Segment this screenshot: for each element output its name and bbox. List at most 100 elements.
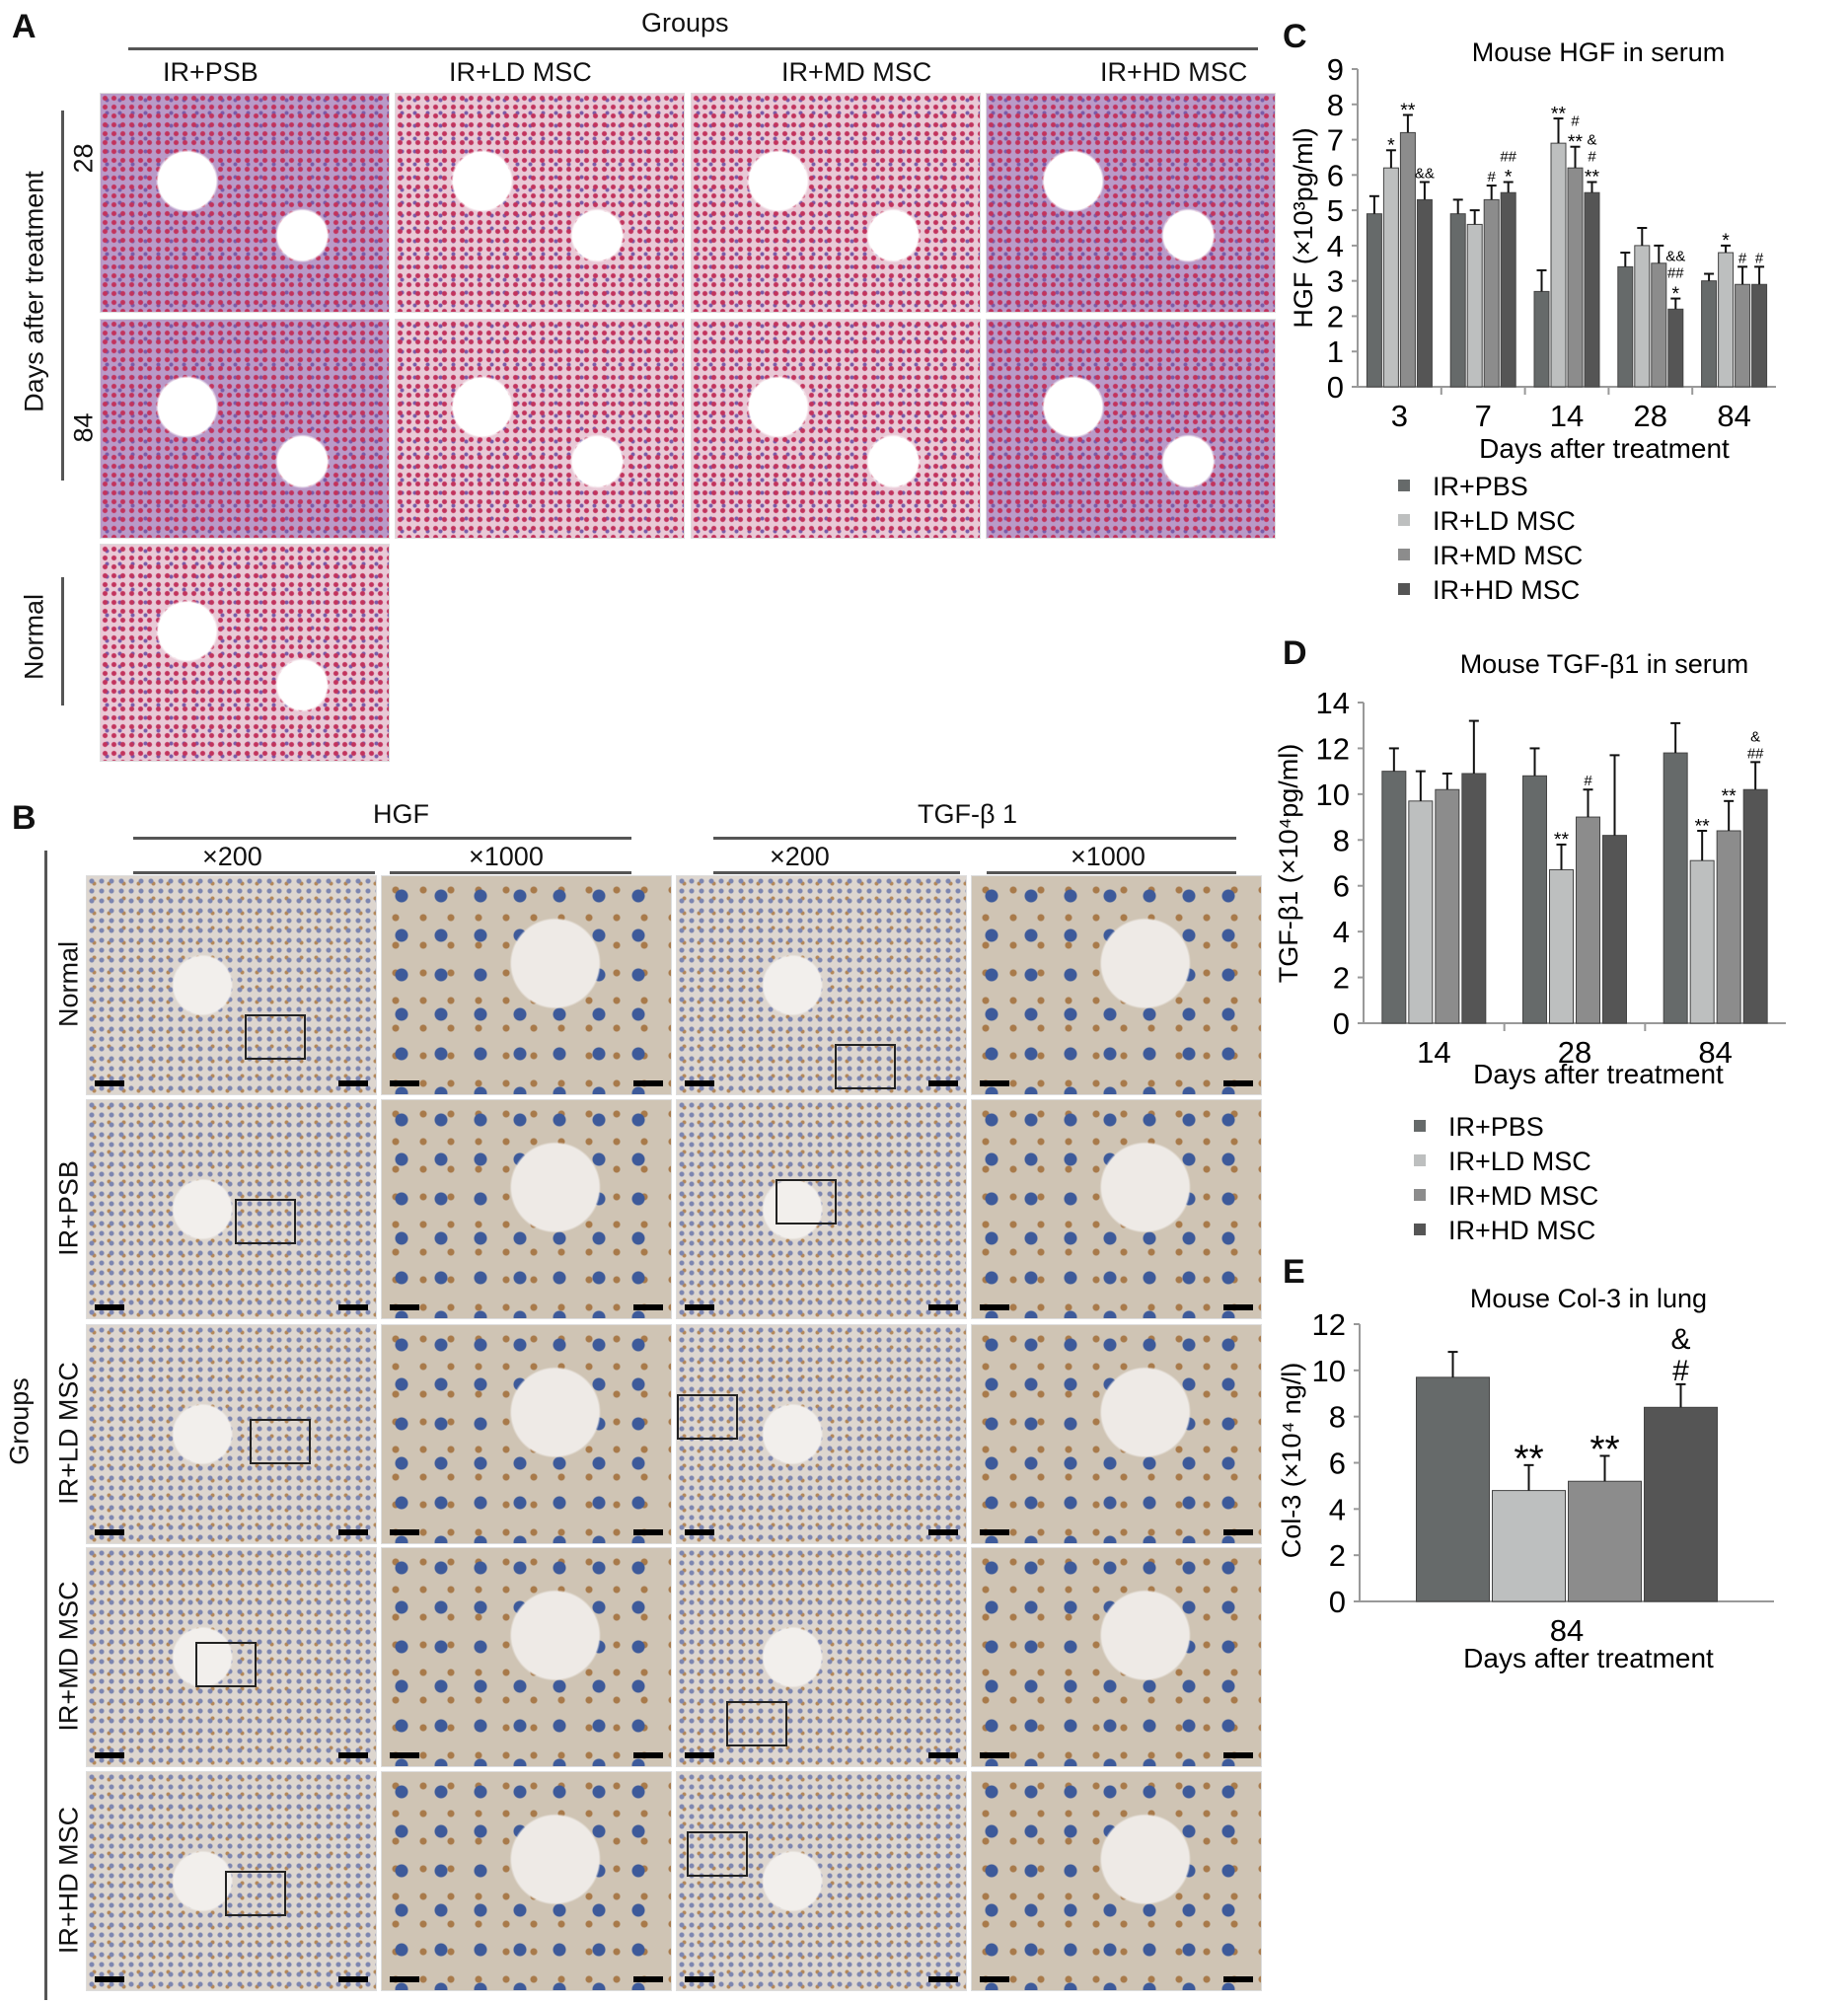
ihc-micrograph [381, 875, 672, 1095]
row-label: IR+PSB [53, 1160, 84, 1256]
bar [1644, 1406, 1718, 1602]
scale-bar [1223, 1080, 1253, 1086]
scale-bar [338, 1529, 368, 1535]
x-tick-label: 14 [1550, 399, 1584, 433]
y-tick-label: 12 [1312, 1307, 1346, 1342]
y-tick-label: 5 [1327, 193, 1344, 228]
scale-bar [685, 1080, 714, 1086]
zoom-region-box [677, 1394, 738, 1440]
bar [1416, 198, 1433, 388]
scale-bar [928, 1752, 958, 1758]
significance-mark: * [1387, 135, 1395, 157]
significance-mark: ** [1514, 1438, 1543, 1480]
mag-rule [390, 871, 631, 874]
significance-mark: # [1672, 1355, 1689, 1387]
legend-label: IR+MD MSC [1433, 541, 1583, 570]
ihc-micrograph [381, 1547, 672, 1767]
x-tick-label: 28 [1634, 399, 1667, 433]
y-tick-label: 8 [1329, 1400, 1346, 1435]
bar [1742, 788, 1768, 1024]
bar [1382, 167, 1399, 388]
significance-mark: * [1672, 283, 1680, 305]
chart-title: Mouse TGF-β1 in serum [1460, 649, 1749, 679]
bar [1500, 191, 1516, 388]
zoom-region-box [235, 1199, 296, 1244]
y-tick-label: 6 [1327, 158, 1344, 192]
zoom-region-box [250, 1419, 311, 1464]
scale-bar [980, 1304, 1009, 1310]
scale-bar [390, 1529, 419, 1535]
y-tick-label: 4 [1329, 1492, 1346, 1526]
legend-label: IR+HD MSC [1448, 1216, 1595, 1245]
scale-bar [685, 1529, 714, 1535]
significance-mark: ## [1500, 148, 1516, 165]
scale-bar [1223, 1752, 1253, 1758]
scale-bar [980, 1752, 1009, 1758]
zoom-region-box [195, 1642, 257, 1687]
y-axis-label: TGF-β1 (×10⁴pg/ml) [1274, 744, 1303, 983]
bar [1416, 1376, 1490, 1602]
bar [1701, 280, 1718, 388]
scale-bar [95, 1976, 124, 1982]
zoom-region-box [225, 1871, 286, 1916]
tgf-rule [713, 837, 1236, 840]
significance-mark: ** [1568, 131, 1584, 153]
bar [1617, 265, 1634, 388]
micrograph [691, 93, 981, 313]
scale-bar [1223, 1529, 1253, 1535]
y-tick-label: 4 [1327, 229, 1344, 263]
bar [1435, 788, 1460, 1024]
scale-bar [980, 1976, 1009, 1982]
scale-bar [685, 1752, 714, 1758]
significance-mark: ** [1589, 1429, 1619, 1471]
bar [1466, 223, 1483, 388]
scale-bar [980, 1529, 1009, 1535]
mag-rule [987, 871, 1236, 874]
scale-bar [390, 1304, 419, 1310]
scale-bar [928, 1976, 958, 1982]
mag-rule [713, 871, 960, 874]
zoom-region-box [776, 1179, 837, 1225]
bar [1602, 835, 1627, 1024]
mag-label: ×200 [202, 842, 262, 871]
row-label: IR+MD MSC [53, 1581, 84, 1732]
legend-label: IR+PBS [1433, 472, 1528, 501]
ihc-micrograph [381, 1099, 672, 1319]
significance-mark: & [1587, 131, 1596, 148]
bar [1576, 816, 1600, 1024]
significance-mark: ** [1551, 103, 1567, 124]
bar [1584, 191, 1600, 388]
micrograph-normal [100, 544, 390, 762]
y-tick-label: 2 [1333, 961, 1350, 996]
x-tick-label: 14 [1417, 1035, 1450, 1070]
y-tick-label: 7 [1327, 123, 1344, 158]
mag-rule [133, 871, 375, 874]
bar [1735, 283, 1751, 388]
x-axis-label: Days after treatment [1479, 433, 1730, 464]
row-label: Normal [53, 941, 84, 1028]
ihc-micrograph [86, 1771, 377, 1991]
legend-swatch [1414, 1120, 1426, 1132]
scale-bar [633, 1976, 663, 1982]
legend-label: IR+PBS [1448, 1112, 1544, 1142]
significance-mark: ** [1554, 829, 1570, 851]
y-tick-label: 4 [1333, 915, 1350, 949]
micrograph [986, 319, 1276, 539]
micrograph [395, 319, 685, 539]
scale-bar [633, 1080, 663, 1086]
ihc-micrograph [971, 1547, 1262, 1767]
days-rule [61, 111, 64, 481]
bar [1550, 142, 1567, 388]
groups-side-rule [44, 851, 47, 2000]
panel-a-groups-title: Groups [641, 8, 729, 37]
scale-bar [390, 1752, 419, 1758]
significance-mark: # [1738, 250, 1747, 266]
scale-bar [338, 1080, 368, 1086]
mag-label: ×200 [770, 842, 830, 871]
scale-bar [338, 1304, 368, 1310]
micrograph [395, 93, 685, 313]
micrograph [691, 319, 981, 539]
scale-bar [685, 1976, 714, 1982]
significance-mark: && [1665, 249, 1685, 265]
